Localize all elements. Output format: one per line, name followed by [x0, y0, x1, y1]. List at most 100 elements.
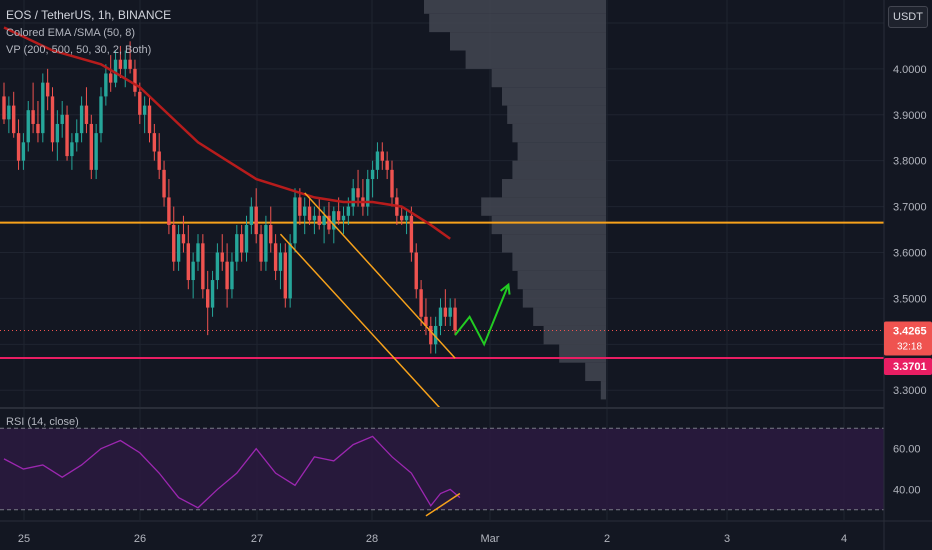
candle-body[interactable] — [346, 206, 351, 216]
symbol-title[interactable]: EOS / TetherUS, 1h, BINANCE — [6, 8, 172, 22]
candle-body[interactable] — [215, 252, 220, 281]
candle-body[interactable] — [191, 261, 195, 281]
candle-body[interactable] — [94, 133, 98, 170]
candle-body[interactable] — [196, 243, 200, 262]
rsi-trendline[interactable] — [425, 492, 461, 517]
candle-body[interactable] — [278, 252, 283, 271]
candle-body[interactable] — [249, 206, 254, 225]
candle-body[interactable] — [443, 307, 448, 317]
last-price-badge[interactable] — [884, 321, 932, 356]
candle-body[interactable] — [7, 105, 11, 120]
candle-body[interactable] — [89, 123, 93, 170]
candle-body[interactable] — [307, 206, 312, 221]
candle-body[interactable] — [55, 123, 60, 143]
candle-body[interactable] — [128, 59, 132, 69]
candle-body[interactable] — [341, 215, 346, 221]
candle-body[interactable] — [230, 261, 234, 290]
ema-indicator-legend[interactable]: Colored EMA /SMA (50, 8) — [6, 27, 135, 39]
candle-body[interactable] — [375, 151, 380, 170]
candle-body[interactable] — [273, 243, 278, 271]
rsi-indicator-legend[interactable]: RSI (14, close) — [6, 416, 79, 428]
candle-body[interactable] — [104, 73, 108, 97]
candle-body[interactable] — [312, 215, 317, 221]
candle-body[interactable] — [317, 215, 321, 225]
candle-body[interactable] — [220, 252, 224, 262]
candle-body[interactable] — [400, 215, 404, 221]
candle-body[interactable] — [157, 151, 161, 170]
candle-body[interactable] — [181, 234, 186, 244]
candle-body[interactable] — [293, 197, 297, 244]
candle-body[interactable] — [36, 123, 40, 134]
candle-body[interactable] — [84, 105, 89, 124]
volume-profile-legend[interactable]: VP (200, 500, 50, 30, 2, Both) — [6, 44, 152, 56]
ema-line[interactable] — [3, 26, 451, 240]
candle-body[interactable] — [12, 105, 16, 134]
candle-body[interactable] — [123, 59, 127, 69]
candle-body[interactable] — [269, 224, 273, 244]
candle-body[interactable] — [2, 96, 6, 120]
candle-body[interactable] — [239, 234, 244, 253]
candle-body[interactable] — [201, 243, 205, 290]
candle-body[interactable] — [283, 252, 287, 299]
candle-body[interactable] — [225, 261, 229, 290]
candle-body[interactable] — [172, 224, 176, 262]
candle-body[interactable] — [142, 105, 147, 115]
candle-body[interactable] — [16, 133, 21, 161]
candle-body[interactable] — [235, 234, 239, 262]
candle-body[interactable] — [332, 211, 336, 230]
candle-body[interactable] — [162, 169, 166, 198]
candle-body[interactable] — [21, 142, 26, 161]
candle-body[interactable] — [429, 325, 433, 345]
support-price-badge[interactable] — [884, 358, 932, 376]
candle-body[interactable] — [45, 82, 50, 97]
projection-path[interactable] — [454, 284, 510, 347]
candle-body[interactable] — [75, 133, 79, 143]
channel-trendline[interactable] — [304, 192, 456, 359]
candle-body[interactable] — [419, 289, 423, 317]
candle-body[interactable] — [385, 160, 389, 170]
candle-body[interactable] — [336, 211, 341, 221]
candle-body[interactable] — [298, 197, 302, 216]
candle-body[interactable] — [322, 215, 326, 225]
candle-body[interactable] — [380, 151, 384, 161]
candle-body[interactable] — [210, 280, 215, 308]
candle-body[interactable] — [31, 110, 35, 124]
candle-body[interactable] — [356, 188, 360, 198]
rsi-line[interactable] — [3, 435, 461, 509]
candle-body[interactable] — [264, 224, 268, 262]
candle-body[interactable] — [448, 307, 452, 317]
currency-button[interactable]: USDT — [888, 6, 928, 28]
channel-trendline[interactable] — [279, 233, 442, 410]
candle-body[interactable] — [79, 105, 84, 134]
candle-body[interactable] — [138, 91, 142, 115]
candle-body[interactable] — [390, 169, 394, 198]
candle-body[interactable] — [113, 59, 118, 83]
candle-body[interactable] — [206, 289, 210, 308]
candle-body[interactable] — [438, 307, 443, 326]
candle-body[interactable] — [26, 110, 30, 143]
candle-body[interactable] — [186, 243, 190, 281]
candle-body[interactable] — [65, 114, 69, 157]
candle-body[interactable] — [41, 82, 45, 134]
candle-body[interactable] — [303, 206, 307, 216]
candle-body[interactable] — [167, 197, 171, 225]
candle-body[interactable] — [327, 215, 331, 230]
candle-body[interactable] — [351, 188, 355, 207]
candle-body[interactable] — [133, 68, 137, 92]
candle-body[interactable] — [109, 73, 113, 83]
candle-body[interactable] — [50, 96, 55, 143]
candle-body[interactable] — [370, 169, 375, 180]
candle-body[interactable] — [404, 215, 409, 221]
candle-body[interactable] — [60, 114, 64, 124]
candle-body[interactable] — [433, 325, 438, 345]
candle-body[interactable] — [424, 316, 428, 326]
candle-body[interactable] — [366, 179, 370, 207]
candle-body[interactable] — [259, 234, 263, 262]
candle-body[interactable] — [254, 206, 258, 235]
candle-body[interactable] — [414, 252, 418, 290]
candle-body[interactable] — [118, 59, 123, 69]
candle-body[interactable] — [453, 307, 457, 331]
candle-body[interactable] — [288, 243, 292, 299]
candle-body[interactable] — [70, 142, 74, 157]
